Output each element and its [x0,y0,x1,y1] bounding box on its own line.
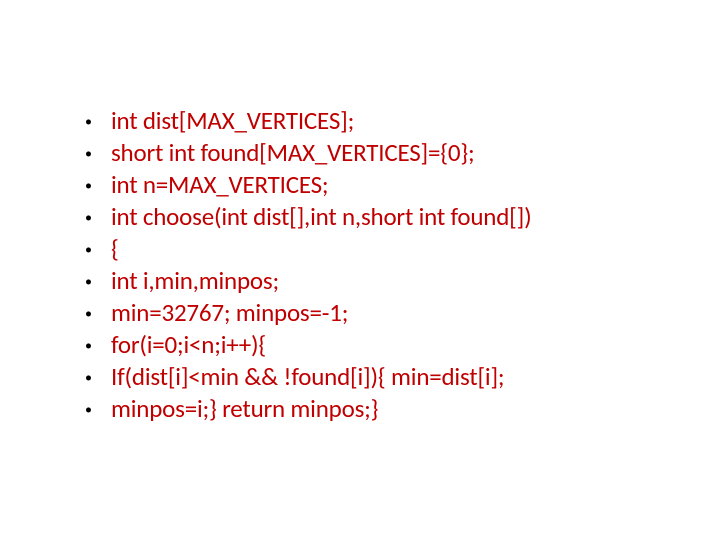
bullet-marker: • [85,209,92,227]
list-item: • minpos=i;} return minpos;} [85,393,660,425]
code-line: min=32767; minpos=-1; [111,297,348,329]
code-line: int n=MAX_VERTICES; [111,169,328,201]
list-item: • int choose(int dist[],int n,short int … [85,201,660,233]
bullet-marker: • [85,337,92,355]
code-line: minpos=i;} return minpos;} [111,393,378,425]
code-line: int dist[MAX_VERTICES]; [111,105,354,137]
code-line: { [111,233,119,265]
list-item: • int dist[MAX_VERTICES]; [85,105,660,137]
bullet-marker: • [85,241,92,259]
list-item: • min=32767; minpos=-1; [85,297,660,329]
code-bullet-list: • int dist[MAX_VERTICES]; • short int fo… [85,105,660,425]
list-item: • int i,min,minpos; [85,265,660,297]
bullet-marker: • [85,177,92,195]
code-line: If(dist[i]<min && !found[i]){ min=dist[i… [111,361,504,393]
bullet-marker: • [85,273,92,291]
list-item: • { [85,233,660,265]
code-line: int choose(int dist[],int n,short int fo… [111,201,531,233]
list-item: • for(i=0;i<n;i++){ [85,329,660,361]
bullet-marker: • [85,113,92,131]
bullet-marker: • [85,145,92,163]
bullet-marker: • [85,369,92,387]
code-line: short int found[MAX_VERTICES]={0}; [111,137,475,169]
list-item: • short int found[MAX_VERTICES]={0}; [85,137,660,169]
slide-container: • int dist[MAX_VERTICES]; • short int fo… [0,0,720,540]
list-item: • int n=MAX_VERTICES; [85,169,660,201]
bullet-marker: • [85,401,92,419]
list-item: • If(dist[i]<min && !found[i]){ min=dist… [85,361,660,393]
code-line: for(i=0;i<n;i++){ [111,329,266,361]
bullet-marker: • [85,305,92,323]
code-line: int i,min,minpos; [111,265,279,297]
